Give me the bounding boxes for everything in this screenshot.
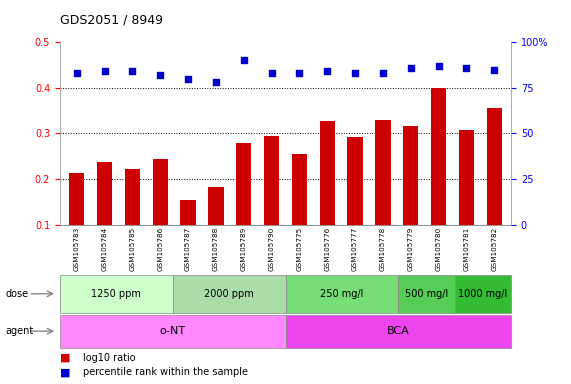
Text: agent: agent bbox=[6, 326, 34, 336]
Bar bbox=[264, 136, 279, 270]
Point bbox=[490, 66, 499, 73]
Text: GDS2051 / 8949: GDS2051 / 8949 bbox=[60, 14, 163, 27]
Bar bbox=[399, 275, 455, 313]
Bar bbox=[375, 120, 391, 270]
Text: GSM105782: GSM105782 bbox=[491, 227, 497, 271]
Text: ■: ■ bbox=[60, 353, 70, 363]
Bar bbox=[286, 315, 511, 348]
Bar bbox=[180, 200, 196, 270]
Bar bbox=[292, 154, 307, 270]
Point bbox=[156, 72, 165, 78]
Text: 250 mg/l: 250 mg/l bbox=[320, 289, 364, 299]
Point bbox=[239, 58, 248, 64]
Text: GSM105775: GSM105775 bbox=[296, 227, 303, 271]
Point bbox=[434, 63, 443, 69]
Bar bbox=[486, 108, 502, 270]
Point bbox=[323, 68, 332, 74]
Bar bbox=[152, 159, 168, 270]
Text: ■: ■ bbox=[60, 367, 70, 377]
Bar bbox=[173, 275, 286, 313]
Text: BCA: BCA bbox=[387, 326, 409, 336]
Text: 2000 ppm: 2000 ppm bbox=[204, 289, 254, 299]
Text: GSM105786: GSM105786 bbox=[157, 227, 163, 271]
Bar bbox=[348, 137, 363, 270]
Text: GSM105785: GSM105785 bbox=[130, 227, 135, 271]
Text: 1250 ppm: 1250 ppm bbox=[91, 289, 141, 299]
Text: GSM105777: GSM105777 bbox=[352, 227, 358, 271]
Bar bbox=[69, 173, 85, 270]
Text: GSM105776: GSM105776 bbox=[324, 227, 330, 271]
Bar bbox=[431, 88, 447, 270]
Text: GSM105789: GSM105789 bbox=[241, 227, 247, 271]
Bar bbox=[236, 144, 251, 270]
Bar bbox=[320, 121, 335, 270]
Bar bbox=[403, 126, 419, 270]
Text: GSM105787: GSM105787 bbox=[185, 227, 191, 271]
Point bbox=[72, 70, 81, 76]
Text: GSM105779: GSM105779 bbox=[408, 227, 414, 271]
Text: o-NT: o-NT bbox=[160, 326, 186, 336]
Bar bbox=[459, 130, 474, 270]
Text: GSM105790: GSM105790 bbox=[268, 227, 275, 271]
Text: GSM105778: GSM105778 bbox=[380, 227, 386, 271]
Point bbox=[462, 65, 471, 71]
Bar bbox=[60, 275, 173, 313]
Point bbox=[267, 70, 276, 76]
Point bbox=[351, 70, 360, 76]
Bar bbox=[60, 315, 286, 348]
Text: dose: dose bbox=[6, 289, 29, 299]
Text: log10 ratio: log10 ratio bbox=[83, 353, 135, 363]
Point bbox=[379, 70, 388, 76]
Text: GSM105780: GSM105780 bbox=[436, 227, 441, 271]
Bar bbox=[286, 275, 399, 313]
Point bbox=[211, 79, 220, 86]
Text: percentile rank within the sample: percentile rank within the sample bbox=[83, 367, 248, 377]
Bar bbox=[208, 187, 223, 270]
Point bbox=[295, 70, 304, 76]
Text: GSM105784: GSM105784 bbox=[102, 227, 107, 271]
Text: 500 mg/l: 500 mg/l bbox=[405, 289, 448, 299]
Text: GSM105783: GSM105783 bbox=[74, 227, 80, 271]
Point bbox=[406, 65, 415, 71]
Bar bbox=[97, 162, 112, 270]
Point bbox=[183, 76, 192, 82]
Text: GSM105781: GSM105781 bbox=[464, 227, 469, 271]
Point bbox=[128, 68, 137, 74]
Text: GSM105788: GSM105788 bbox=[213, 227, 219, 271]
Bar bbox=[455, 275, 511, 313]
Bar bbox=[124, 169, 140, 270]
Text: 1000 mg/l: 1000 mg/l bbox=[458, 289, 508, 299]
Point bbox=[100, 68, 109, 74]
